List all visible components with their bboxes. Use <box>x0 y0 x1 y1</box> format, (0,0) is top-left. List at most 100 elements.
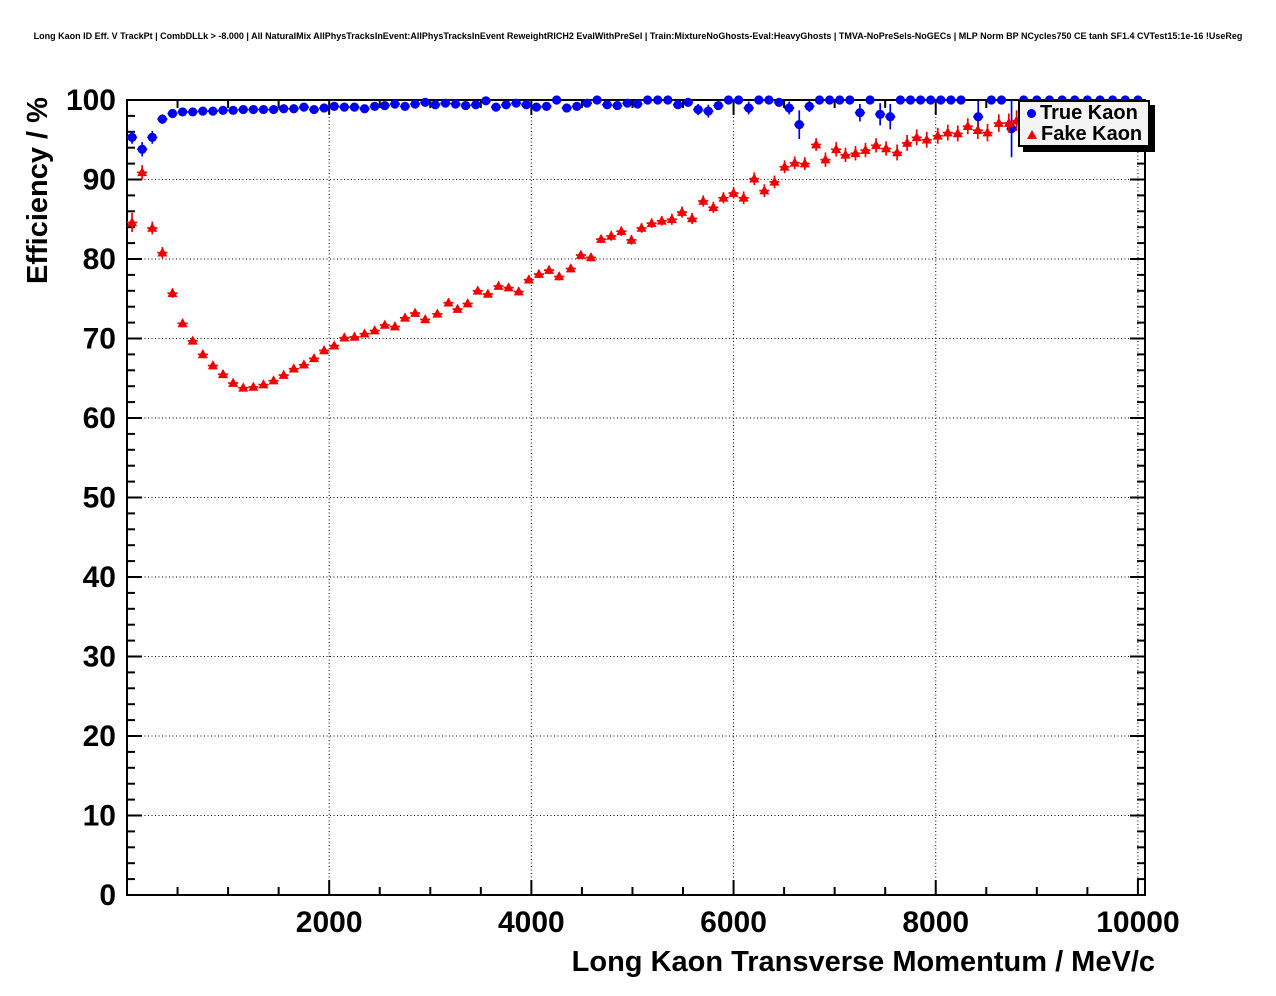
data-point-fake-kaon <box>811 139 822 149</box>
y-tick-label: 10 <box>83 800 116 833</box>
data-point-true-kaon <box>622 98 633 108</box>
data-point-fake-kaon <box>379 319 390 329</box>
data-point-fake-kaon <box>389 321 400 331</box>
data-point-true-kaon <box>632 99 643 109</box>
data-point-true-kaon <box>744 103 754 113</box>
data-point-true-kaon <box>521 100 531 110</box>
data-point-fake-kaon <box>646 217 657 228</box>
data-point-fake-kaon <box>860 144 871 154</box>
data-point-true-kaon <box>703 106 713 116</box>
x-axis-title: Long Kaon Transverse Momentum / MeV/c <box>571 946 1155 978</box>
data-point-fake-kaon <box>218 368 229 379</box>
data-point-true-kaon <box>430 100 440 110</box>
data-point-fake-kaon <box>319 345 330 355</box>
data-point-true-kaon <box>420 97 430 107</box>
data-point-fake-kaon <box>820 154 831 164</box>
data-point-fake-kaon <box>606 230 617 240</box>
data-point-true-kaon <box>228 105 238 115</box>
data-point-fake-kaon <box>911 131 922 142</box>
data-point-true-kaon <box>774 97 784 107</box>
data-point-true-kaon <box>915 95 926 105</box>
data-point-fake-kaon <box>329 340 340 350</box>
data-point-true-kaon <box>268 104 279 115</box>
data-point-true-kaon <box>198 106 208 116</box>
data-point-true-kaon <box>875 109 885 119</box>
data-point-fake-kaon <box>586 252 597 262</box>
data-point-fake-kaon <box>596 233 607 243</box>
data-point-true-kaon <box>784 103 794 113</box>
data-point-true-kaon <box>208 106 218 116</box>
data-point-true-kaon <box>167 108 178 119</box>
data-point-fake-kaon <box>799 158 810 168</box>
data-point-true-kaon <box>461 100 471 111</box>
data-point-true-kaon <box>814 95 825 105</box>
data-point-true-kaon <box>562 103 572 113</box>
data-point-true-kaon <box>996 95 1007 105</box>
data-point-true-kaon <box>693 104 703 115</box>
data-point-fake-kaon <box>238 382 249 392</box>
data-point-true-kaon <box>147 132 157 142</box>
data-point-true-kaon <box>541 101 552 111</box>
data-point-fake-kaon <box>831 143 842 154</box>
data-point-true-kaon <box>804 101 814 111</box>
data-point-fake-kaon <box>993 117 1004 127</box>
data-point-true-kaon <box>531 102 542 112</box>
data-point-fake-kaon <box>288 363 299 373</box>
x-tick-label: 4000 <box>498 906 565 939</box>
legend: True Kaon Fake Kaon <box>1018 100 1150 147</box>
y-tick-label: 70 <box>83 323 116 356</box>
data-point-fake-kaon <box>339 332 350 342</box>
data-point-true-kaon <box>824 95 835 105</box>
data-point-fake-kaon <box>1003 117 1014 127</box>
data-point-fake-kaon <box>892 147 903 157</box>
data-point-fake-kaon <box>167 287 178 297</box>
data-point-fake-kaon <box>565 263 576 273</box>
data-point-true-kaon <box>764 95 774 105</box>
y-tick-label: 90 <box>83 164 116 197</box>
data-point-fake-kaon <box>137 166 148 177</box>
data-point-fake-kaon <box>410 307 421 317</box>
data-point-fake-kaon <box>309 352 320 363</box>
data-point-fake-kaon <box>523 274 534 284</box>
data-point-true-kaon <box>865 95 875 105</box>
x-tick-label: 8000 <box>902 906 969 939</box>
data-point-true-kaon <box>855 108 865 118</box>
data-point-fake-kaon <box>871 139 882 150</box>
data-point-true-kaon <box>582 98 592 108</box>
data-point-true-kaon <box>380 100 390 111</box>
data-point-true-kaon <box>905 95 916 105</box>
y-tick-label: 20 <box>83 720 116 753</box>
data-point-true-kaon <box>683 97 693 107</box>
data-point-fake-kaon <box>472 285 483 295</box>
data-point-fake-kaon <box>728 187 739 197</box>
data-point-true-kaon <box>946 95 956 105</box>
data-point-true-kaon <box>663 95 673 105</box>
data-point-fake-kaon <box>942 127 953 137</box>
data-point-fake-kaon <box>359 328 370 338</box>
data-point-true-kaon <box>319 103 329 113</box>
data-point-fake-kaon <box>902 137 913 147</box>
data-point-fake-kaon <box>575 249 586 259</box>
plot-title: Long Kaon ID Eff. V TrackPt | CombDLLk >… <box>33 31 1243 41</box>
data-point-fake-kaon <box>544 264 555 274</box>
data-point-fake-kaon <box>533 268 544 278</box>
data-point-fake-kaon <box>462 298 473 308</box>
data-point-fake-kaon <box>881 143 892 153</box>
data-point-true-kaon <box>754 95 764 105</box>
data-point-true-kaon <box>299 102 309 112</box>
data-point-fake-kaon <box>369 325 380 335</box>
data-point-true-kaon <box>279 104 289 114</box>
data-point-fake-kaon <box>636 222 647 232</box>
data-point-fake-kaon <box>626 234 637 244</box>
data-point-fake-kaon <box>147 222 158 232</box>
data-point-fake-kaon <box>616 225 627 235</box>
data-point-fake-kaon <box>127 217 138 227</box>
data-point-fake-kaon <box>513 286 524 296</box>
data-point-true-kaon <box>926 95 936 105</box>
data-point-fake-kaon <box>197 349 208 359</box>
data-point-fake-kaon <box>687 213 698 223</box>
data-point-fake-kaon <box>268 375 279 385</box>
x-tick-label: 2000 <box>296 906 363 939</box>
